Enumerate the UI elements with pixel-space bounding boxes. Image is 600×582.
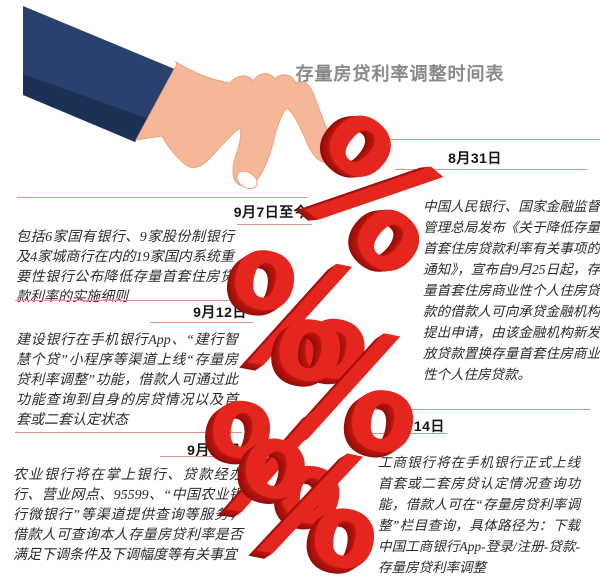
sleeve-bottom-facet [23,74,152,142]
rule-sep7 [17,197,307,198]
rule-sep15 [15,432,242,433]
date-underline-aug31 [395,169,587,170]
date-underline-sep12 [150,322,253,323]
rule-sep12 [15,300,255,301]
paragraph-sep15: 农业银行将在掌上银行、贷款经办行、营业网点、95599、“中国农业银行微银行”等… [13,468,243,563]
date-underline-sep7 [237,224,312,225]
date-underline-sep14 [362,433,447,434]
date-sep14: 9月14日 [391,418,445,434]
sleeve-top-facet [23,6,177,142]
paragraph-sep12: 建设银行在手机银行App、“建行智慧个贷”小程序等渠道上线“存量房贷利率调整”功… [16,333,238,428]
rule-aug31 [368,139,600,140]
paragraph-sep7: 包括6家国有银行、9家股份制银行及4家城商行在内的19家国内系统重要性银行公布降… [16,230,234,305]
rule-sep14 [360,409,590,410]
paragraph-aug31: 中国人民银行、国家金融监督管理总局发布《关于降低存量首套住房贷款利率有关事项的通… [423,199,600,382]
middle-fingernail [236,170,258,190]
date-sep12: 9月12日 [193,304,247,320]
date-underline-sep15 [160,456,243,457]
percent-symbol-5: % [217,406,401,582]
paragraph-sep14: 工商银行将在手机银行正式上线首套或二套房贷认定情况查询功能，借款人可在“存量房贷… [378,455,580,575]
date-sep7: 9月7日至今 [233,204,309,220]
page-title: 存量房贷利率调整时间表 [295,64,505,84]
date-sep15: 9月15日 [187,442,241,458]
date-aug31: 8月31日 [448,150,502,166]
